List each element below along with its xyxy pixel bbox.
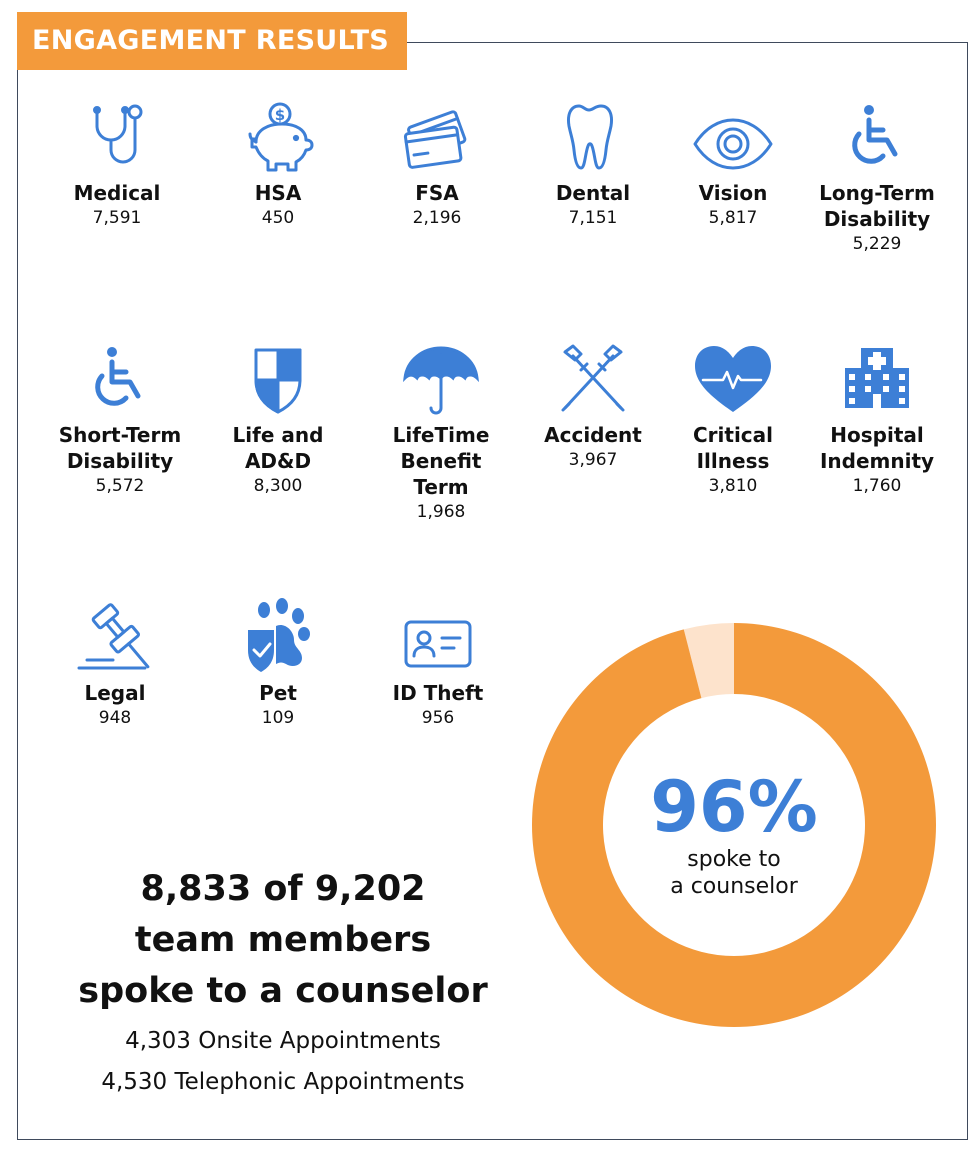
credit-cards-icon xyxy=(403,110,467,169)
benefit-accident: Accident 3,967 xyxy=(508,338,678,471)
donut-center-label: 96% spoke to a counselor xyxy=(612,768,856,900)
benefit-long-term-disability: Long-Term Disability 5,229 xyxy=(792,96,962,255)
telephonic-appointments: 4,530 Telephonic Appointments xyxy=(101,1069,465,1095)
benefit-name: Legal xyxy=(84,681,146,705)
summary-headline: 8,833 of 9,202 team members spoke to a c… xyxy=(78,869,488,1011)
benefit-pet: Pet 109 xyxy=(193,596,363,729)
donut-percent: 96% xyxy=(650,766,818,848)
benefit-fsa: FSA 2,196 xyxy=(352,96,522,229)
counselor-summary: 8,833 of 9,202 team members spoke to a c… xyxy=(40,864,526,1103)
benefit-count: 3,967 xyxy=(568,450,618,470)
benefit-dental: Dental 7,151 xyxy=(508,96,678,229)
benefit-hospital-indemnity: Hospital Indemnity 1,760 xyxy=(792,338,962,497)
benefit-name: Long-Term Disability xyxy=(819,181,935,231)
donut-value-segment xyxy=(532,623,936,1027)
piggy-bank-icon: $ xyxy=(248,102,314,172)
stethoscope-icon xyxy=(93,104,143,164)
benefit-name: Short-Term Disability xyxy=(58,423,182,473)
benefit-id-theft: ID Theft 956 xyxy=(353,596,523,729)
benefit-name: Medical xyxy=(73,181,161,205)
benefit-name: FSA xyxy=(415,181,459,205)
umbrella-icon xyxy=(403,346,479,415)
crutches-icon xyxy=(561,344,625,412)
benefit-count: 3,810 xyxy=(708,476,758,496)
benefit-count: 2,196 xyxy=(412,208,462,228)
benefit-short-term-disability: Short-Term Disability 5,572 xyxy=(35,338,205,497)
benefit-critical-illness: Critical Illness 3,810 xyxy=(648,338,818,497)
benefit-count: 948 xyxy=(98,708,132,728)
onsite-appointments: 4,303 Onsite Appointments xyxy=(125,1028,441,1054)
donut-remainder-segment xyxy=(683,623,734,699)
benefit-count: 5,817 xyxy=(708,208,758,228)
benefit-name: HSA xyxy=(254,181,302,205)
benefit-count: 450 xyxy=(261,208,295,228)
benefit-name: Hospital Indemnity xyxy=(819,423,935,473)
benefit-count: 956 xyxy=(421,708,455,728)
benefit-name: Pet xyxy=(259,681,297,705)
benefit-count: 1,760 xyxy=(852,476,902,496)
benefit-name: Dental xyxy=(555,181,631,205)
benefit-name: Critical Illness xyxy=(692,423,774,473)
benefit-count: 109 xyxy=(261,708,295,728)
benefit-count: 7,151 xyxy=(568,208,618,228)
benefit-lifetime-benefit-term: LifeTime Benefit Term 1,968 xyxy=(356,338,526,523)
results-frame xyxy=(17,42,968,1140)
tooth-icon xyxy=(567,104,613,170)
wheelchair-icon xyxy=(95,347,141,406)
benefit-count: 5,572 xyxy=(95,476,145,496)
paw-shield-icon xyxy=(248,598,310,672)
hospital-icon xyxy=(845,348,909,408)
benefit-life-and-add: Life and AD&D 8,300 xyxy=(193,338,363,497)
benefit-hsa: $ HSA 450 xyxy=(193,96,363,229)
benefit-name: Vision xyxy=(698,181,768,205)
eye-icon xyxy=(693,118,773,170)
benefit-name: LifeTime Benefit Term xyxy=(392,423,490,499)
wheelchair-icon xyxy=(852,105,898,164)
heartbeat-icon xyxy=(695,346,771,412)
donut-caption: spoke to a counselor xyxy=(670,847,798,899)
benefit-name: ID Theft xyxy=(392,681,484,705)
benefit-count: 7,591 xyxy=(92,208,142,228)
counselor-donut-chart xyxy=(532,623,936,1027)
shield-icon xyxy=(254,348,302,414)
benefit-count: 8,300 xyxy=(253,476,303,496)
gavel-icon xyxy=(77,603,150,670)
benefit-legal: Legal 948 xyxy=(30,596,200,729)
benefit-count: 5,229 xyxy=(852,234,902,254)
benefit-medical: Medical 7,591 xyxy=(32,96,202,229)
benefit-name: Accident xyxy=(544,423,642,447)
benefit-name: Life and AD&D xyxy=(232,423,324,473)
benefit-count: 1,968 xyxy=(416,502,466,522)
page-title: ENGAGEMENT RESULTS xyxy=(17,12,407,70)
id-card-icon xyxy=(404,620,472,668)
svg-text:$: $ xyxy=(275,106,285,124)
benefit-vision: Vision 5,817 xyxy=(648,96,818,229)
